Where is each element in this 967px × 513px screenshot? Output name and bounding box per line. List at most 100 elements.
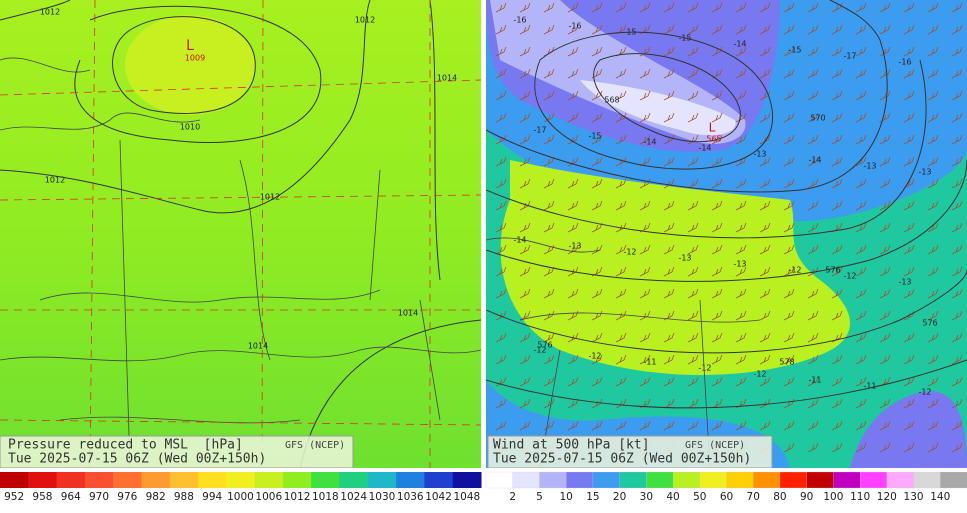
wind-barb <box>951 156 963 167</box>
wind-barb <box>735 90 747 101</box>
wind-barb <box>759 244 771 255</box>
wind-barb <box>783 442 795 453</box>
wind-barb <box>615 200 627 211</box>
temperature-label: -13 <box>678 254 691 263</box>
wind-barb <box>879 288 891 299</box>
wind-barb <box>543 200 555 211</box>
wind-barb <box>543 354 555 365</box>
wind-barb <box>663 156 675 167</box>
colorbar-label: 120 <box>877 491 897 503</box>
wind-barb <box>855 266 867 277</box>
wind-barb <box>711 2 723 13</box>
low-value: 1009 <box>185 54 205 63</box>
colorbar-cell <box>339 472 369 488</box>
wind-barb <box>927 332 939 343</box>
wind-barb <box>615 244 627 255</box>
wind-barb <box>951 376 963 387</box>
wind-barb <box>495 222 507 233</box>
wind-barb <box>735 222 747 233</box>
wind-barb <box>639 288 651 299</box>
wind-map: -16-16-15-15-14-15-17-16-17-15-14-14-13-… <box>486 0 967 468</box>
wind-barb <box>615 2 627 13</box>
wind-barb <box>687 266 699 277</box>
wind-barb <box>807 46 819 57</box>
wind-barb <box>783 354 795 365</box>
wind-barb <box>855 332 867 343</box>
wind-barb <box>879 156 891 167</box>
colorbar-label: 10 <box>559 491 572 503</box>
wind-barb <box>663 288 675 299</box>
wind-barb <box>543 244 555 255</box>
wind-barb <box>519 310 531 321</box>
wind-barb <box>855 112 867 123</box>
wind-barb <box>783 420 795 431</box>
colorbar-label: 70 <box>747 491 760 503</box>
wind-barb <box>855 442 867 453</box>
wind-barb <box>903 134 915 145</box>
colorbar-label: 80 <box>773 491 786 503</box>
colorbar-cell <box>646 471 674 489</box>
wind-barb <box>711 200 723 211</box>
wind-barb <box>855 46 867 57</box>
wind-barb <box>951 134 963 145</box>
wind-barb <box>639 112 651 123</box>
wind-barb <box>519 376 531 387</box>
wind-barb <box>927 68 939 79</box>
temperature-label: -13 <box>863 162 876 171</box>
wind-barb <box>903 178 915 189</box>
wind-barb <box>855 200 867 211</box>
wind-barb <box>735 156 747 167</box>
colorbar-label: 1018 <box>312 491 339 503</box>
wind-barb <box>759 310 771 321</box>
wind-barb <box>495 46 507 57</box>
wind-barb <box>831 442 843 453</box>
wind-barb <box>687 376 699 387</box>
wind-barb <box>855 178 867 189</box>
colorbar-cell <box>566 471 594 489</box>
wind-barb <box>495 376 507 387</box>
wind-barb <box>615 90 627 101</box>
colorbar-label: 1024 <box>340 491 367 503</box>
wind-barb <box>567 112 579 123</box>
wind-barb <box>711 90 723 101</box>
wind-barb <box>783 2 795 13</box>
wind-barb <box>615 332 627 343</box>
wind-barb <box>687 24 699 35</box>
caption-title: Wind at 500 hPa [kt] <box>493 438 650 453</box>
wind-barb <box>711 24 723 35</box>
wind-barb <box>783 222 795 233</box>
colorbar-label: 130 <box>904 491 924 503</box>
colorbar-label: 2 <box>509 491 516 503</box>
wind-barb <box>591 354 603 365</box>
colorbar-cell <box>726 471 754 489</box>
wind-barb <box>951 244 963 255</box>
wind-barb <box>711 420 723 431</box>
colorbar-cell <box>169 472 199 488</box>
wind-barb <box>567 420 579 431</box>
wind-barb <box>927 24 939 35</box>
colorbar-cell <box>539 471 567 489</box>
temperature-label: -12 <box>698 364 711 373</box>
wind-barb <box>735 68 747 79</box>
wind-barb <box>735 200 747 211</box>
wind-barb <box>783 376 795 387</box>
temperature-label: -15 <box>788 46 801 55</box>
colorbar-label: 970 <box>89 491 109 503</box>
wind-barb <box>663 266 675 277</box>
temperature-label: -16 <box>898 58 911 67</box>
wind-barb <box>567 178 579 189</box>
colorbar-label: 140 <box>930 491 950 503</box>
height-label: 578 <box>779 358 794 367</box>
wind-barb <box>543 310 555 321</box>
colorbar-label: 958 <box>32 491 52 503</box>
wind-barb <box>495 332 507 343</box>
wind-barb <box>831 398 843 409</box>
wind-barb <box>687 68 699 79</box>
wind-barb <box>927 376 939 387</box>
wind-barb <box>831 178 843 189</box>
wind-barb <box>783 68 795 79</box>
wind-barb <box>807 2 819 13</box>
isobar-label: 1010 <box>180 123 200 132</box>
wind-barb <box>927 200 939 211</box>
wind-barb <box>807 420 819 431</box>
